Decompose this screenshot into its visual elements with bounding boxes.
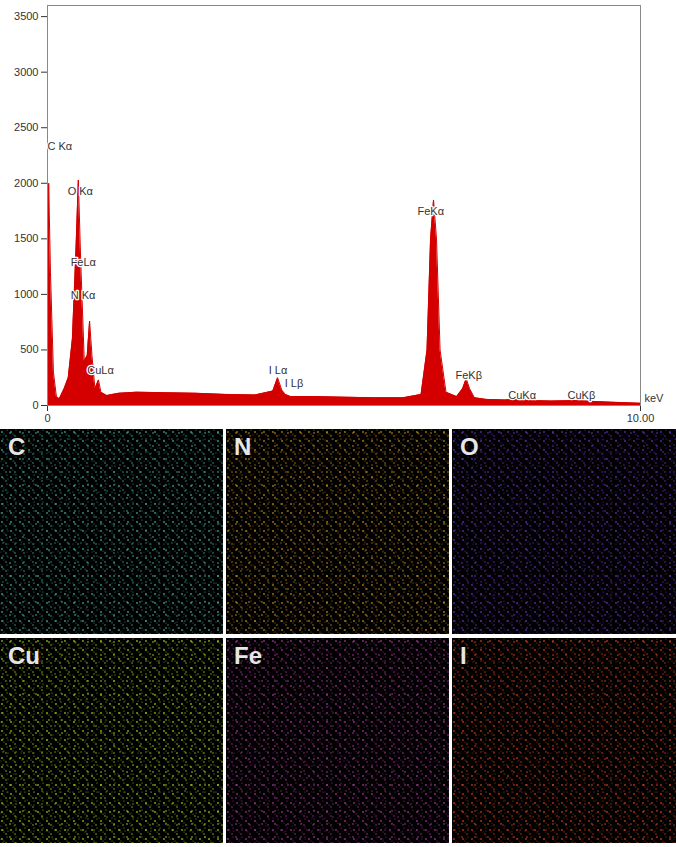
svg-text:I Lβ: I Lβ bbox=[285, 377, 304, 389]
svg-text:O Kα: O Kα bbox=[68, 185, 94, 197]
svg-text:500: 500 bbox=[20, 343, 38, 355]
svg-text:FeLα: FeLα bbox=[71, 256, 97, 268]
svg-text:0: 0 bbox=[44, 412, 50, 424]
svg-text:3000: 3000 bbox=[14, 66, 38, 78]
html-text:Cu: Cu bbox=[8, 642, 40, 669]
svg-text:CuLα: CuLα bbox=[87, 364, 114, 376]
html-text:O: O bbox=[460, 433, 479, 460]
svg-text:3500: 3500 bbox=[14, 10, 38, 22]
svg-text:0: 0 bbox=[32, 399, 38, 411]
svg-text:C Kα: C Kα bbox=[48, 140, 73, 152]
svg-text:keV: keV bbox=[645, 392, 665, 404]
svg-text:1000: 1000 bbox=[14, 288, 38, 300]
svg-text:2500: 2500 bbox=[14, 121, 38, 133]
svg-text:CuKα: CuKα bbox=[508, 389, 536, 401]
svg-text:I Lα: I Lα bbox=[269, 364, 288, 376]
svg-text:1500: 1500 bbox=[14, 232, 38, 244]
html-text:C: C bbox=[8, 433, 26, 460]
svg-text:10.00: 10.00 bbox=[627, 412, 655, 424]
svg-text:FeKβ: FeKβ bbox=[455, 369, 482, 381]
svg-text:CuKβ: CuKβ bbox=[568, 389, 596, 401]
svg-text:2000: 2000 bbox=[14, 177, 38, 189]
html-text:N: N bbox=[234, 433, 252, 460]
svg-text:N Kα: N Kα bbox=[71, 289, 96, 301]
html-text:Fe: Fe bbox=[234, 642, 262, 669]
html-text:I: I bbox=[460, 642, 467, 669]
svg-text:FeKα: FeKα bbox=[418, 205, 445, 217]
